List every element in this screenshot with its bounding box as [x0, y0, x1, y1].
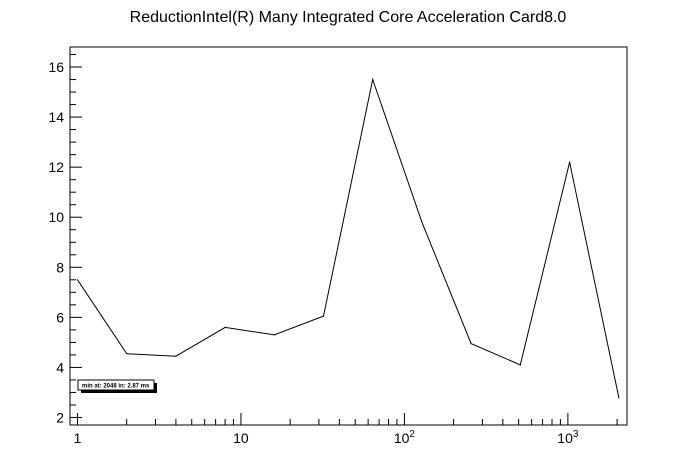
y-tick-label: 4 — [56, 359, 64, 375]
data-point — [322, 315, 325, 317]
y-tick-label: 10 — [48, 209, 64, 225]
y-tick-label: 8 — [56, 259, 64, 275]
x-tick-label: 10 — [233, 430, 249, 446]
data-point — [519, 364, 521, 366]
x-tick-label: 102 — [394, 429, 416, 446]
chart-title: ReductionIntel(R) Many Integrated Core A… — [130, 9, 567, 26]
y-tick-label: 6 — [56, 309, 64, 325]
data-point — [76, 279, 79, 281]
data-point — [568, 161, 571, 163]
y-tick-label: 16 — [48, 59, 64, 75]
y-axis: 2 4 6 8 10 12 14 16 — [48, 54, 82, 425]
x-axis: 1 10 102 103 — [74, 413, 618, 446]
x-tick-label: 1 — [74, 430, 82, 446]
y-tick-label: 12 — [48, 159, 64, 175]
annotation-background — [77, 379, 155, 391]
data-point — [470, 343, 472, 345]
data-point — [372, 78, 374, 81]
data-point — [618, 396, 620, 399]
data-point — [126, 353, 128, 355]
series-line — [77, 77, 620, 398]
data-series — [76, 77, 620, 399]
data-point — [421, 221, 423, 223]
data-point — [273, 334, 275, 336]
min-annotation-box: min at: 2048 in: 2.87 ms — [77, 379, 157, 393]
data-point — [224, 326, 226, 328]
y-tick-label: 2 — [56, 409, 64, 425]
data-point — [175, 355, 177, 357]
min-annotation-text: min at: 2048 in: 2.87 ms — [82, 384, 150, 390]
x-tick-label: 103 — [557, 429, 579, 446]
plot-frame — [69, 46, 628, 426]
y-tick-label: 14 — [48, 109, 64, 125]
